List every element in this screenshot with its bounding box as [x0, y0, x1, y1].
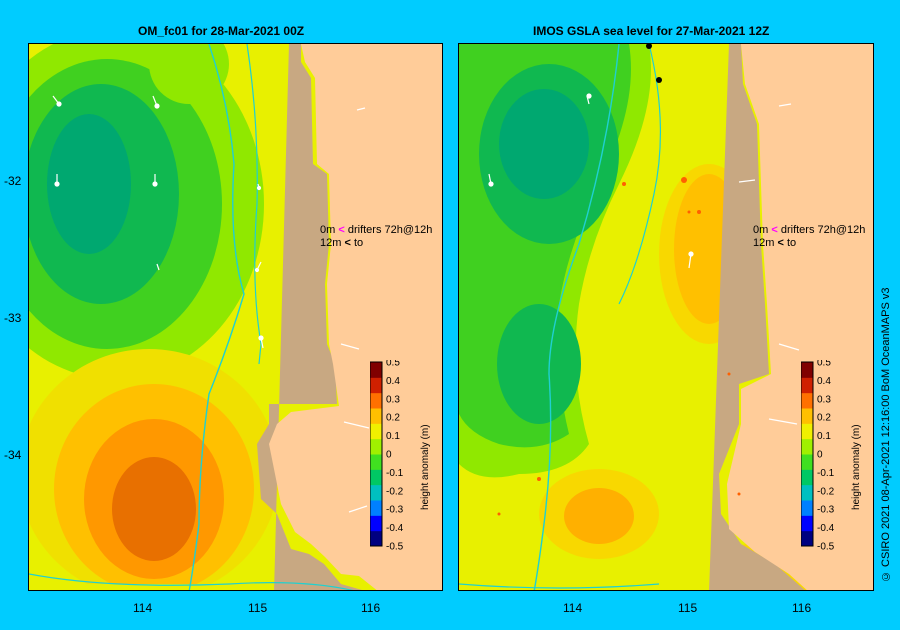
colorbar-tick-label: -0.3 — [817, 505, 835, 516]
black-drifter-arrow-icon: < — [344, 237, 351, 249]
colorbar-tick-label: 0.2 — [817, 413, 831, 424]
colorbar-segment — [801, 377, 813, 394]
x-tick-label: 116 — [792, 601, 812, 615]
colorbar-label: height anomaly (m) — [420, 424, 431, 510]
x-tick-label: 114 — [563, 601, 583, 615]
credit-text: © CSIRO 2021 08-Apr-2021 12:16:00 BoM Oc… — [880, 287, 892, 583]
colorbar-tick-label: 0.5 — [817, 360, 831, 369]
colorbar-segment — [370, 362, 382, 378]
colorbar-segment — [370, 423, 382, 440]
right-drifter-legend: 0m < drifters 72h@12h — [753, 224, 865, 236]
colorbar-segment — [801, 484, 813, 501]
y-tick-label: -33 — [4, 311, 22, 325]
colorbar-graphic: 0.5 0.4 0.3 0.2 0.1 0 -0.1 -0.2 -0.3 -0.4 -0.5 heig… — [800, 358, 862, 553]
colorbar-tick-label: 0.4 — [386, 376, 400, 387]
colorbar-segment — [801, 515, 813, 532]
left-drifter-depth-12m: 12m — [320, 237, 342, 249]
x-tick-label: 115 — [248, 601, 268, 615]
colorbar-graphic: 0.5 0.4 0.3 0.2 0.1 0 -0.1 -0.2 -0.3 -0.4 -0.5 heig… — [369, 358, 431, 553]
colorbar-tick-label: -0.3 — [386, 505, 404, 516]
colorbar-segment — [370, 515, 382, 532]
left-map-panel — [28, 43, 443, 591]
y-tick-label: -34 — [4, 448, 22, 462]
left-drifter-text-1: drifters 72h@12h — [347, 224, 433, 236]
colorbar-segment — [370, 484, 382, 501]
colorbar-segment — [370, 469, 382, 486]
colorbar-segment — [370, 377, 382, 394]
black-drifter-arrow-icon: < — [777, 237, 784, 249]
colorbar-segment — [801, 392, 813, 409]
colorbar-segment — [801, 469, 813, 486]
right-panel-title: IMOS GSLA sea level for 27-Mar-2021 12Z — [533, 24, 770, 38]
colorbar-tick-label: 0 — [386, 450, 392, 461]
colorbar-tick-label: 0.3 — [386, 394, 400, 405]
colorbar-tick-label: 0 — [817, 450, 823, 461]
colorbar-segment — [801, 408, 813, 424]
x-tick-label: 116 — [361, 601, 381, 615]
colorbar-tick-label: 0.2 — [386, 413, 400, 424]
colorbar-segment — [370, 392, 382, 409]
colorbar-tick-label: -0.5 — [817, 542, 835, 551]
right-map — [459, 44, 873, 590]
right-drifter-text-1: drifters 72h@12h — [780, 224, 866, 236]
left-drifter-legend: 0m < drifters 72h@12h — [320, 224, 432, 236]
colorbar-tick-label: -0.1 — [817, 468, 835, 479]
left-drifter-text-2: to — [353, 237, 364, 249]
colorbar-segment — [801, 500, 813, 516]
colorbar-segment — [370, 438, 382, 455]
colorbar-segment — [370, 500, 382, 516]
colorbar-tick-label: -0.2 — [386, 486, 404, 497]
colorbar-segment — [370, 454, 382, 470]
colorbar-tick-label: 0.4 — [817, 376, 831, 387]
magenta-drifter-arrow-icon: < — [771, 224, 778, 236]
right-colorbar: 0.5 0.4 0.3 0.2 0.1 0 -0.1 -0.2 -0.3 -0.4 -0.5 heig… — [800, 358, 865, 553]
colorbar-segment — [801, 530, 813, 547]
x-tick-label: 114 — [133, 601, 153, 615]
right-drifter-depth-0m: 0m — [753, 224, 769, 236]
y-tick-label: -32 — [4, 174, 22, 188]
colorbar-tick-label: -0.4 — [817, 523, 835, 534]
left-panel-title: OM_fc01 for 28-Mar-2021 00Z — [138, 24, 305, 38]
colorbar-tick-label: -0.5 — [386, 542, 404, 551]
colorbar-segment — [801, 454, 813, 470]
colorbar-tick-label: 0.5 — [386, 360, 400, 369]
colorbar-segment — [801, 362, 813, 378]
right-map-panel — [458, 43, 874, 591]
right-drifter-legend-row2: 12m < to — [753, 237, 796, 249]
colorbar-tick-label: -0.4 — [386, 523, 404, 534]
left-colorbar: 0.5 0.4 0.3 0.2 0.1 0 -0.1 -0.2 -0.3 -0.4 -0.5 heig… — [369, 358, 434, 553]
right-drifter-depth-12m: 12m — [753, 237, 775, 249]
right-drifter-text-2: to — [786, 237, 797, 249]
colorbar-segment — [801, 423, 813, 440]
colorbar-tick-label: -0.2 — [817, 486, 835, 497]
colorbar-segment — [370, 408, 382, 424]
colorbar-tick-label: -0.1 — [386, 468, 404, 479]
left-map — [29, 44, 442, 590]
left-drifter-depth-0m: 0m — [320, 224, 336, 236]
colorbar-tick-label: 0.1 — [386, 431, 400, 442]
colorbar-tick-label: 0.3 — [817, 394, 831, 405]
colorbar-tick-label: 0.1 — [817, 431, 831, 442]
magenta-drifter-arrow-icon: < — [338, 224, 345, 236]
colorbar-label: height anomaly (m) — [851, 424, 862, 510]
x-tick-label: 115 — [678, 601, 698, 615]
colorbar-segment — [370, 530, 382, 547]
left-drifter-legend-row2: 12m < to — [320, 237, 363, 249]
colorbar-segment — [801, 438, 813, 455]
